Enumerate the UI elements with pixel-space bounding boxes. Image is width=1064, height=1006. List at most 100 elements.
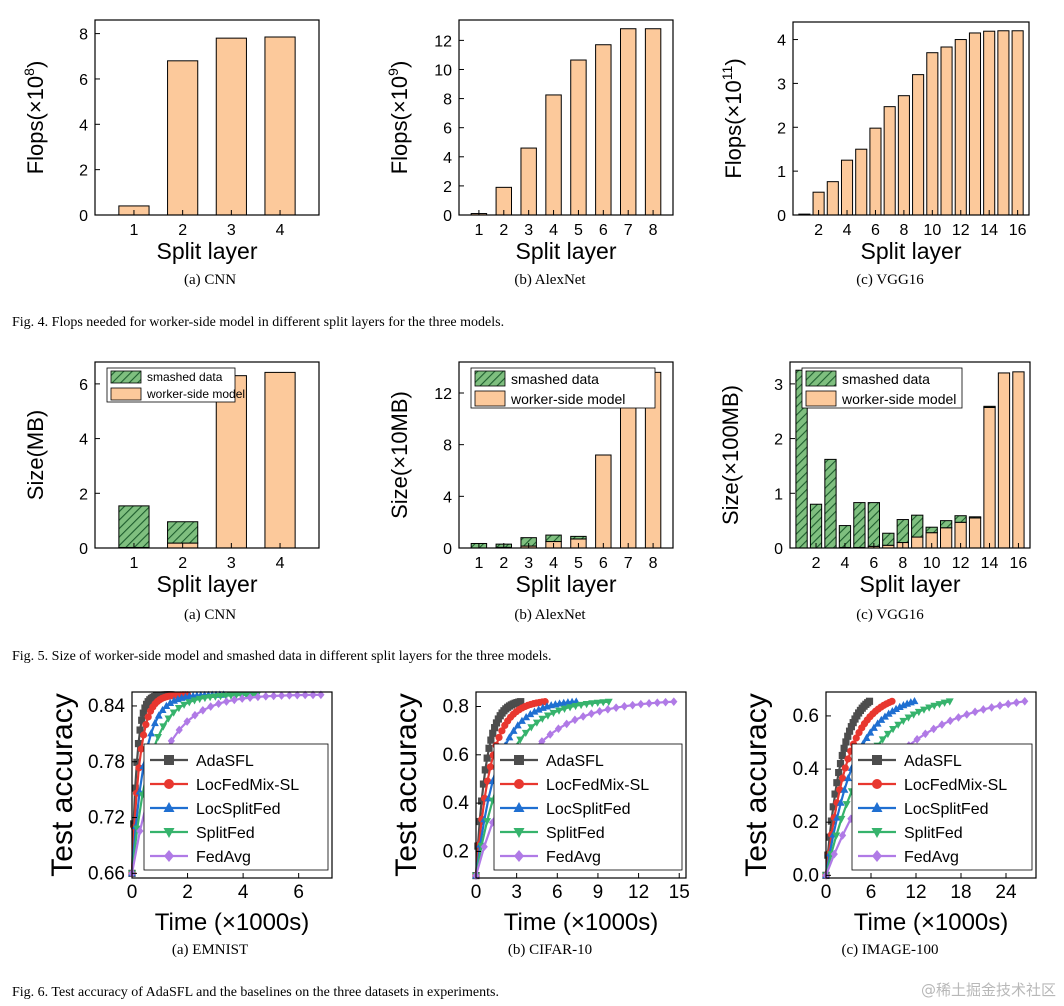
series-point <box>894 721 903 729</box>
x-axis-label: Split layer <box>860 571 961 597</box>
y-axis-label: Test accuracy <box>740 693 773 876</box>
bar-smashed-data <box>809 503 823 549</box>
bar-smashed-data <box>925 526 938 534</box>
series-point <box>832 832 841 840</box>
y-tick-label: 8 <box>443 92 452 109</box>
bar <box>954 39 967 216</box>
y-axis-label-exponent: 11 <box>719 65 735 80</box>
bar <box>215 37 247 216</box>
fig6c-chart: 0.0 0.2 0.4 0.6 0 6 12 18 24 Test accuracy Time (×… <box>708 680 1064 936</box>
legend-label: LocFedMix-SL <box>196 777 299 794</box>
y-tick-label: 2 <box>443 179 452 196</box>
series-point <box>262 692 270 701</box>
y-axis-label-base: Flops(×10 <box>387 76 412 174</box>
fig5c-subcaption: (c) VGG16 <box>856 607 924 623</box>
series-point <box>195 695 204 704</box>
x-tick-label: 10 <box>923 222 941 239</box>
bar-smashed-data <box>167 521 199 544</box>
y-tick-label: 0.84 <box>88 696 125 717</box>
series-point <box>620 701 628 711</box>
y-tick-label: 6 <box>79 72 88 89</box>
legend-marker <box>872 755 882 765</box>
series-point <box>1012 698 1021 707</box>
series-point <box>532 719 541 727</box>
bar <box>997 30 1010 216</box>
series-point <box>164 715 173 723</box>
x-tick-label: 18 <box>950 882 971 903</box>
y-axis-label: Test accuracy <box>46 693 79 876</box>
series-point <box>180 701 189 709</box>
legend: AdaSFL LocFedMix-SL LocSplitFed SplitFed Fed… <box>493 743 683 871</box>
series-point <box>904 714 913 722</box>
legend-label: LocSplitFed <box>546 801 631 818</box>
series-point <box>862 733 871 742</box>
y-axis-label: Flops(×1011) <box>719 58 746 178</box>
series-point <box>206 694 215 702</box>
bar <box>926 52 939 216</box>
bar <box>897 95 910 216</box>
watermark: @稀土掘金技术社区 <box>920 981 1056 999</box>
legend-label: AdaSFL <box>904 753 962 770</box>
legend-swatch-smashed-data <box>110 370 142 384</box>
series-point <box>930 702 939 710</box>
series-point <box>211 693 220 701</box>
legend: smashed data worker-side model <box>106 367 245 403</box>
series-point <box>216 693 225 701</box>
series-point <box>301 690 309 700</box>
bar-worker-side-model <box>968 517 982 549</box>
series-point <box>841 764 849 772</box>
bar-worker-side-model <box>595 454 612 549</box>
y-tick-label: 0.4 <box>793 759 820 780</box>
fig6b-chart: 0.2 0.4 0.6 0.8 0 3 6 9 12 15 Test accuracy Time (×… <box>354 680 708 936</box>
legend-label: FedAvg <box>196 849 251 866</box>
series-point <box>604 698 613 706</box>
x-tick-label: 0 <box>471 882 482 903</box>
bar-worker-side-model <box>215 375 247 549</box>
y-tick-label: 0.6 <box>793 706 819 727</box>
series-point <box>162 701 171 709</box>
series-point <box>892 704 901 712</box>
x-tick-label: 4 <box>276 555 285 572</box>
fig5b-subcaption: (b) AlexNet <box>514 607 586 623</box>
legend-marker <box>513 828 525 838</box>
series-point <box>139 731 148 739</box>
y-tick-label: 0 <box>443 541 452 558</box>
fig6c-subcaption: (c) IMAGE-100 <box>841 942 939 958</box>
series-point <box>254 692 262 702</box>
x-tick-label: 3 <box>524 555 533 572</box>
bar <box>883 106 896 216</box>
series-point <box>509 726 518 734</box>
legend-marker <box>872 779 882 789</box>
y-axis-label-close: ) <box>387 61 412 68</box>
series-point <box>546 730 554 739</box>
x-tick-label: 12 <box>628 882 649 903</box>
series-point <box>869 723 878 731</box>
series-point <box>1004 699 1012 709</box>
series-point <box>612 703 620 712</box>
legend-label: FedAvg <box>904 849 959 866</box>
x-tick-label: 6 <box>869 555 878 572</box>
legend-label: LocFedMix-SL <box>904 777 1007 794</box>
series-point <box>487 736 495 744</box>
plot-frame <box>94 19 320 216</box>
series-point <box>554 724 563 734</box>
legend-label: AdaSFL <box>196 753 254 770</box>
series-point <box>881 712 889 720</box>
x-tick-label: 1 <box>130 222 139 239</box>
x-axis-label: Time (×1000s) <box>504 909 659 936</box>
series-point <box>840 785 849 793</box>
series-point <box>232 692 241 700</box>
legend-swatch-worker-side-model <box>110 387 142 401</box>
legend-marker <box>164 755 174 765</box>
x-tick-label: 6 <box>599 222 608 239</box>
plot-frame <box>825 691 1037 879</box>
x-tick-label: 9 <box>593 882 604 903</box>
series-point <box>653 698 661 708</box>
series-point <box>899 717 908 726</box>
series-point <box>835 768 843 777</box>
y-tick-label: 0 <box>79 208 88 225</box>
y-axis-label-exponent: 8 <box>21 68 37 76</box>
y-tick-label: 12 <box>434 33 452 50</box>
plot-frame <box>94 361 320 549</box>
series-point <box>185 699 194 707</box>
